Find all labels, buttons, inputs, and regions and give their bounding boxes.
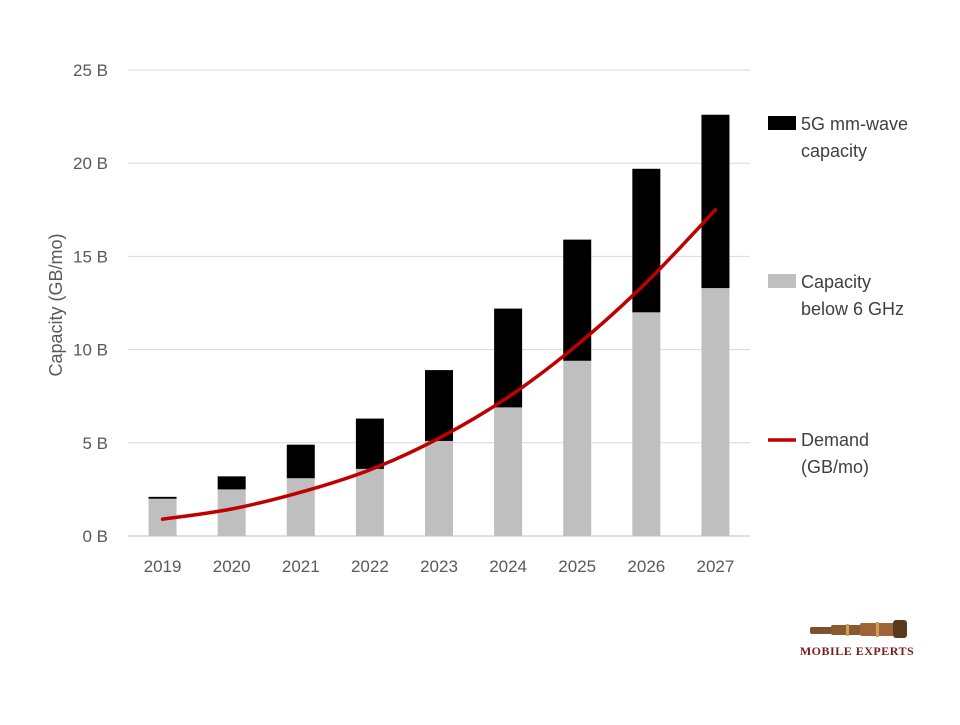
bar-sub6	[494, 407, 523, 536]
logo-text: MOBILE EXPERTS	[800, 644, 914, 658]
bars	[148, 114, 730, 536]
legend-label: 5G mm-wave	[801, 114, 908, 134]
y-tick-label: 25 B	[73, 61, 108, 80]
legend-label: Capacity	[801, 272, 871, 292]
bar-sub6	[425, 440, 453, 536]
bar-sub6	[355, 468, 384, 536]
x-tick-label: 2026	[627, 557, 665, 576]
legend: 5G mm-wave capacity Capacity below 6 GHz Dem…	[768, 114, 908, 477]
bar-sub6	[286, 478, 315, 536]
bar-mmwave	[286, 444, 315, 479]
y-tick-label: 15 B	[73, 247, 108, 266]
y-tick-label: 0 B	[82, 527, 108, 546]
axis-ticks: 0 B 5 B 10 B 15 B 20 B 25 B 2019 2020 2021 2022 20…	[73, 61, 734, 576]
bar-mmwave	[355, 418, 384, 469]
x-tick-label: 2024	[489, 557, 527, 576]
y-tick-label: 20 B	[73, 154, 108, 173]
legend-label: (GB/mo)	[801, 457, 869, 477]
legend-label: Demand	[801, 430, 869, 450]
x-tick-label: 2023	[420, 557, 458, 576]
legend-label: capacity	[801, 141, 867, 161]
x-tick-label: 2025	[558, 557, 596, 576]
y-tick-label: 10 B	[73, 341, 108, 360]
y-axis-title: Capacity (GB/mo)	[46, 233, 66, 376]
bar-sub6	[563, 360, 592, 536]
bar-mmwave	[632, 168, 661, 313]
bar-mmwave	[217, 476, 246, 490]
mobile-experts-logo: MOBILE EXPERTS	[800, 620, 914, 658]
legend-label: below 6 GHz	[801, 299, 904, 319]
bar-sub6	[701, 288, 730, 536]
bar-mmwave	[494, 308, 523, 408]
legend-swatch	[768, 116, 796, 130]
bar-mmwave	[701, 114, 730, 289]
bar-mmwave	[425, 370, 453, 441]
x-tick-label: 2019	[144, 557, 182, 576]
x-tick-label: 2022	[351, 557, 389, 576]
spyglass-icon	[810, 620, 907, 638]
bar-sub6	[217, 489, 246, 536]
demand-line-layer	[160, 208, 718, 521]
bar-mmwave	[563, 239, 592, 361]
legend-swatch	[768, 274, 796, 288]
x-tick-label: 2021	[282, 557, 320, 576]
demand-line	[160, 208, 718, 521]
x-tick-label: 2020	[213, 557, 251, 576]
bar-sub6	[632, 312, 661, 536]
x-tick-label: 2027	[697, 557, 735, 576]
bar-mmwave	[148, 496, 177, 499]
y-tick-label: 5 B	[82, 434, 108, 453]
